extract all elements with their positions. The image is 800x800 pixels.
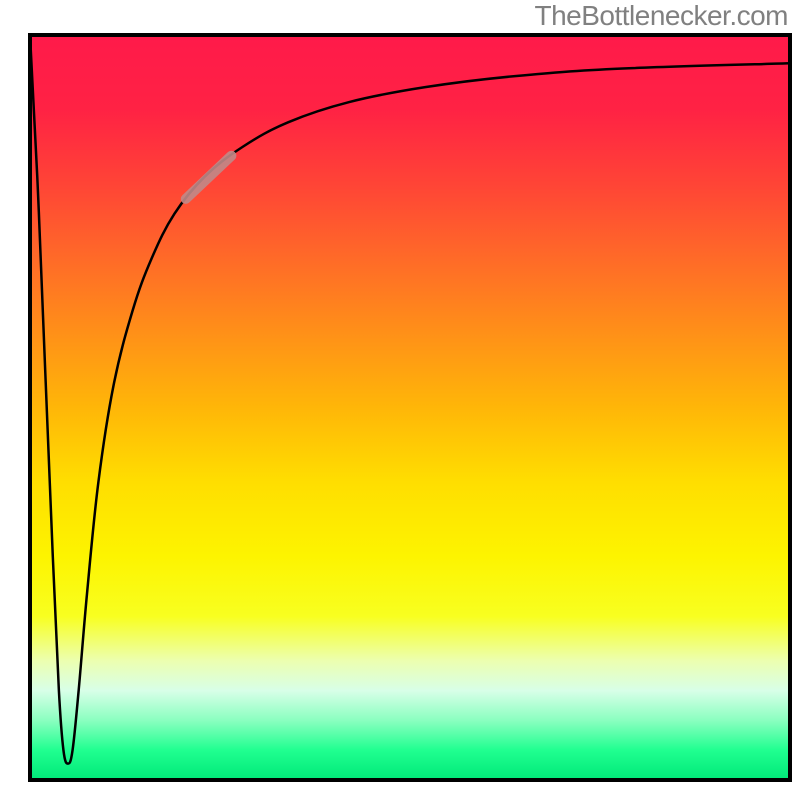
chart-container: { "watermark": { "text": "TheBottlenecke…: [0, 0, 800, 800]
bottleneck-curve-chart: [0, 0, 800, 800]
watermark-text: TheBottlenecker.com: [534, 0, 788, 32]
chart-plot-background: [30, 35, 790, 780]
